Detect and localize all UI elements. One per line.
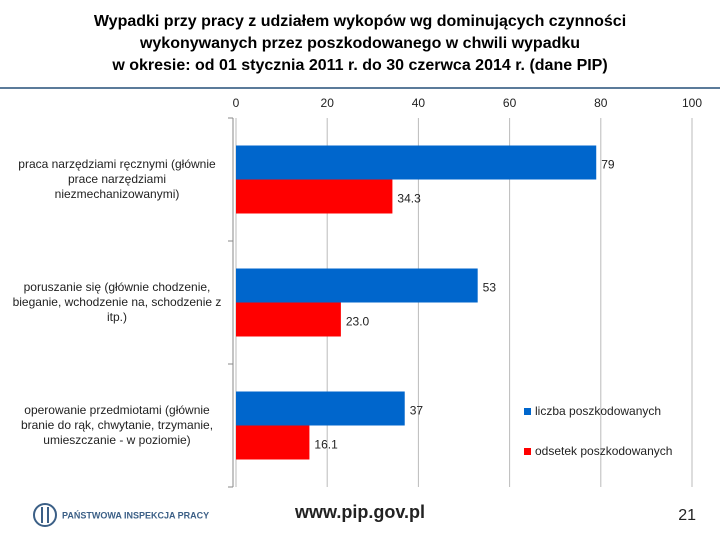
logo-text: PAŃSTWOWA INSPEKCJA PRACY — [62, 510, 209, 520]
category-label: praca narzędziami ręcznymi (głównie prac… — [18, 157, 216, 201]
logo-icon — [33, 503, 57, 527]
x-tick-label: 0 — [233, 96, 240, 110]
x-tick-label: 100 — [682, 96, 702, 110]
data-label: 37 — [410, 404, 424, 418]
x-tick-label: 40 — [412, 96, 426, 110]
category-label: operowanie przedmiotami (głównie branie … — [20, 403, 214, 447]
bar — [236, 302, 341, 337]
page-number: 21 — [678, 507, 696, 524]
bar — [236, 268, 478, 303]
title-line: Wypadki przy pracy z udziałem wykopów wg… — [94, 13, 626, 30]
bar — [236, 425, 310, 460]
x-tick-label: 20 — [321, 96, 335, 110]
x-tick-label: 60 — [503, 96, 517, 110]
title-line: wykonywanych przez poszkodowanego w chwi… — [139, 35, 580, 52]
legend-label: odsetek poszkodowanych — [535, 444, 672, 458]
bar — [236, 145, 597, 180]
legend-swatch — [524, 408, 531, 415]
legend-label: liczba poszkodowanych — [535, 404, 661, 418]
bar — [236, 179, 393, 214]
data-label: 16.1 — [314, 438, 338, 452]
legend-swatch — [524, 448, 531, 455]
title-line: w okresie: od 01 stycznia 2011 r. do 30 … — [111, 57, 607, 74]
data-label: 79 — [601, 158, 615, 172]
data-label: 23.0 — [346, 315, 370, 329]
footer-url: www.pip.gov.pl — [294, 502, 425, 522]
bar — [236, 391, 405, 426]
data-label: 53 — [483, 281, 497, 295]
data-label: 34.3 — [397, 192, 421, 206]
category-label: poruszanie się (głównie chodzenie, biega… — [12, 280, 222, 324]
x-tick-label: 80 — [594, 96, 608, 110]
